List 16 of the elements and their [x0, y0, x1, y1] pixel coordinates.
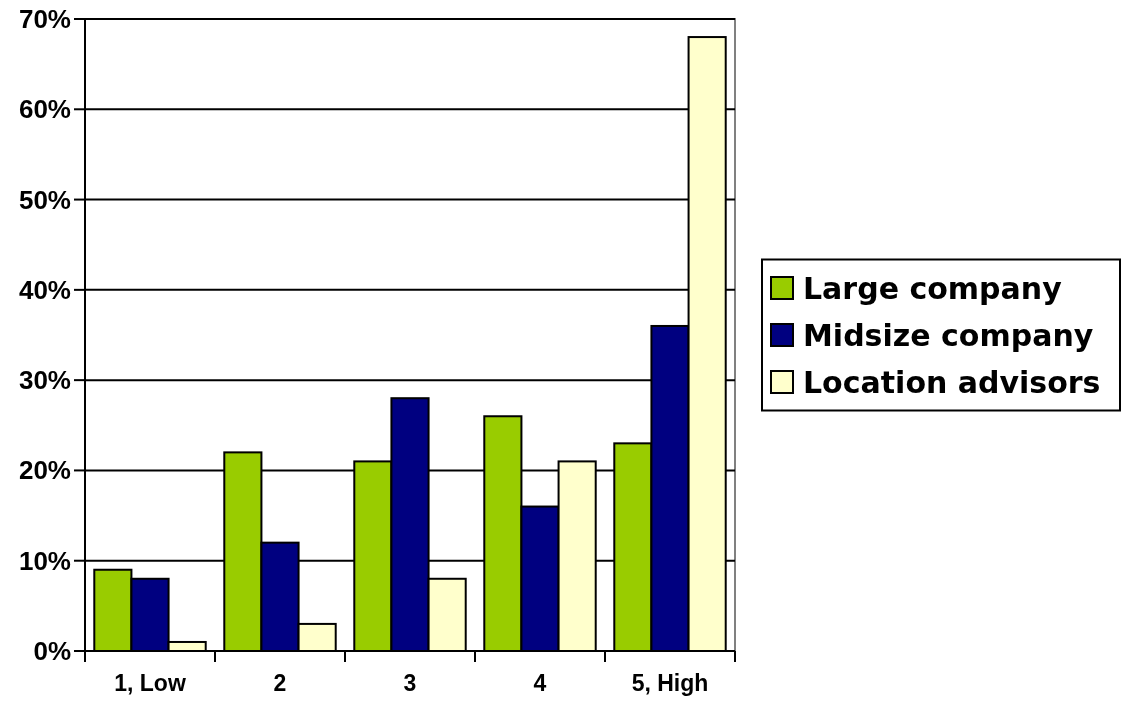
- x-tick-label: 2: [273, 670, 287, 696]
- legend-label: Location advisors: [803, 364, 1101, 400]
- y-tick-label: 60%: [18, 94, 71, 125]
- y-tick-label: 0%: [33, 636, 71, 666]
- y-tick-label: 70%: [18, 4, 71, 34]
- x-tick-label: 3: [403, 670, 417, 696]
- legend-label: Large company: [803, 270, 1063, 306]
- y-tick-label: 50%: [18, 184, 71, 215]
- y-tick-label: 40%: [18, 274, 71, 305]
- y-tick-label: 30%: [18, 365, 71, 396]
- y-tick-label: 20%: [18, 455, 71, 486]
- x-tick-label: 1, Low: [114, 670, 186, 696]
- legend-label: Midsize company: [803, 317, 1094, 353]
- x-tick-label: 4: [533, 670, 547, 696]
- x-tick-label: 5, High: [631, 670, 709, 696]
- y-tick-label: 10%: [18, 545, 71, 576]
